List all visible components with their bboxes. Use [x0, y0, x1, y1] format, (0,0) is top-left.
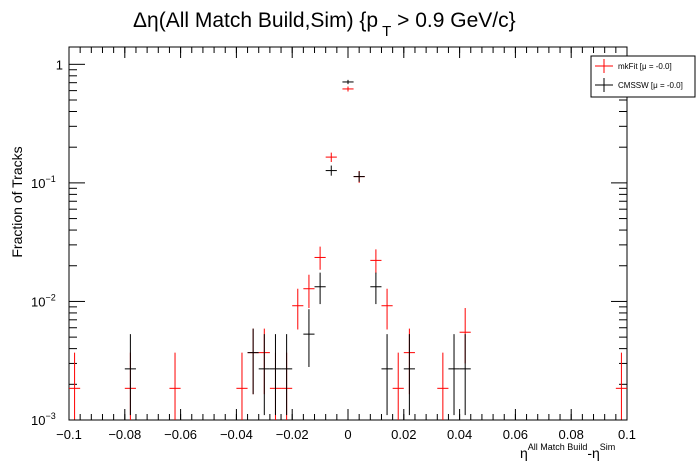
- x-title-eta1: η: [520, 445, 528, 461]
- x-tick-label: −0.06: [164, 427, 197, 442]
- y-tick-label: 10−2: [31, 292, 56, 309]
- x-axis-title: ηAll Match Build-ηSim: [520, 442, 615, 461]
- plot-frame: [68, 46, 628, 421]
- x-tick-label: −0.08: [108, 427, 141, 442]
- x-tick-label: 0.06: [503, 427, 528, 442]
- title-subscript: T: [382, 23, 391, 40]
- data-series: [69, 79, 627, 421]
- x-tick-label: 0.1: [618, 427, 636, 442]
- x-tick-label: −0.04: [220, 427, 253, 442]
- y-tick-label: 1: [56, 57, 63, 72]
- y-axis-title: Fraction of Tracks: [9, 146, 25, 257]
- x-title-mid: -η: [587, 445, 599, 461]
- legend-entry-mkfit: mkFit [μ = -0.0]: [595, 59, 672, 73]
- series-mkfit: [69, 86, 627, 420]
- x-tick-label: 0.04: [447, 427, 472, 442]
- chart-title: Δη(All Match Build,Sim) {p T > 0.9 GeV/c}: [133, 9, 516, 40]
- title-rest: > 0.9 GeV/c}: [391, 9, 515, 32]
- x-tick-label: 0: [344, 427, 351, 442]
- series-cmssw: [69, 79, 627, 421]
- axes: −0.1 −0.08 −0.06 −0.04 −0.02 0 0.02 0.04 0.06 0.0…: [31, 47, 636, 442]
- legend-box: [590, 55, 696, 98]
- legend-label-cmssw: CMSSW [μ = -0.0]: [618, 81, 683, 90]
- y-tick-label: 10−1: [31, 174, 56, 191]
- legend-entry-cmssw: CMSSW [μ = -0.0]: [595, 78, 683, 92]
- x-tick-label: −0.02: [276, 427, 309, 442]
- x-title-sup1: All Match Build: [528, 442, 588, 452]
- legend-label-mkfit: mkFit [μ = -0.0]: [618, 62, 672, 71]
- x-title-sup2: Sim: [600, 442, 616, 452]
- y-tick-label: 10−3: [31, 411, 56, 428]
- x-tick-label: −0.1: [56, 427, 82, 442]
- x-tick-label: 0.08: [559, 427, 584, 442]
- x-tick-label: 0.02: [391, 427, 416, 442]
- title-main: Δη(All Match Build,Sim) {p: [133, 9, 378, 32]
- legend: mkFit [μ = -0.0] CMSSW [μ = -0.0]: [590, 55, 696, 98]
